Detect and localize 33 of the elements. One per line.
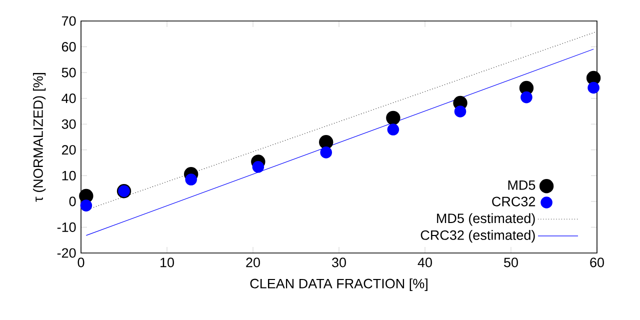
y-tick-label: -20: [57, 248, 76, 258]
y-tick-label: 10: [62, 170, 76, 180]
x-tick-label: 50: [504, 258, 518, 268]
legend-label: CRC32 (estimated): [420, 230, 535, 243]
y-tick-label: 20: [62, 145, 76, 155]
legend-label: MD5 (estimated): [437, 213, 535, 226]
point: [80, 200, 92, 212]
x-axis-title: CLEAN DATA FRACTION [%]: [250, 278, 428, 292]
x-tick-label: 20: [246, 258, 260, 268]
x-tick-label: 10: [160, 258, 174, 268]
point: [185, 174, 197, 186]
x-tick-label: 30: [332, 258, 346, 268]
point: [252, 160, 264, 173]
point: [588, 82, 600, 94]
y-axis-title: τ (NORMALIZED) [%]: [33, 73, 46, 202]
y-tick-label: 30: [62, 119, 76, 129]
y-tick-label: 50: [62, 68, 76, 78]
y-tick-label: -10: [57, 222, 76, 232]
y-tick-label: 40: [62, 94, 76, 104]
legend-label: MD5: [508, 180, 536, 190]
x-tick-label: 60: [590, 258, 604, 268]
y-tick-label: 60: [62, 42, 76, 52]
point: [386, 110, 400, 126]
x-tick-label: 0: [78, 258, 84, 268]
point: [319, 135, 334, 150]
point: [387, 124, 400, 136]
y-tick-label: 70: [62, 16, 76, 26]
point: [454, 106, 466, 118]
legend-label: CRC32: [492, 196, 536, 206]
point: [520, 91, 532, 104]
x-tick-label: 40: [418, 258, 432, 268]
y-tick-label: 0: [69, 196, 76, 206]
point: [320, 146, 332, 158]
